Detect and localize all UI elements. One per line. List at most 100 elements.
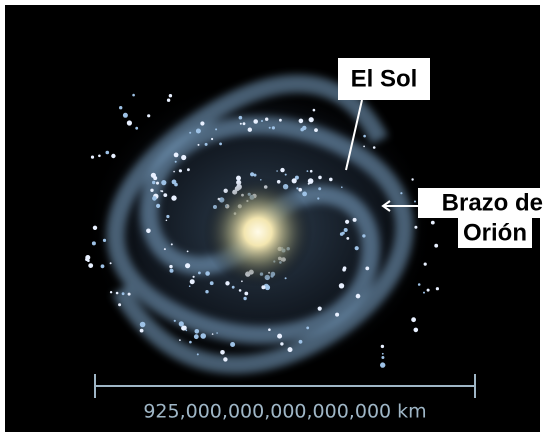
star [194,334,199,339]
star [339,283,344,288]
star [152,196,157,201]
page: {"labels": {"sun": "El Sol", "arm_line1"… [0,0,545,437]
star [225,281,229,285]
star [189,341,192,344]
star [232,286,235,289]
star [248,128,252,132]
star [362,234,365,237]
star [276,170,278,172]
star [381,356,384,359]
star [335,313,339,317]
star [205,290,208,293]
galaxy-core [203,177,313,287]
star [189,285,191,287]
galaxy-picture: El Sol Brazo de Orión 925,000,000,000,00… [0,0,545,437]
star [200,121,204,125]
star [424,263,427,266]
star [373,146,376,149]
star [382,353,384,355]
star [189,132,191,134]
star [220,350,225,355]
star [156,182,159,185]
star [187,168,190,171]
star [254,174,257,177]
star [277,334,282,339]
star [313,109,316,112]
star [288,347,293,352]
star [179,169,182,172]
star [307,170,309,172]
star [132,94,135,97]
star [152,181,155,184]
star [381,345,384,348]
star [302,192,307,197]
arm-label: Orión [463,219,527,246]
star [88,263,93,268]
star [156,204,160,208]
star [345,220,349,224]
star [210,281,214,285]
star [197,353,199,355]
star [342,232,345,235]
star [343,266,347,270]
star [195,329,200,334]
star [306,327,309,330]
arm-label: Brazo de [442,189,543,216]
star [380,362,385,367]
sun-label: El Sol [351,65,418,92]
star [318,187,321,190]
star [122,292,125,295]
star [119,106,122,109]
star [230,342,235,347]
star [423,292,425,294]
star [173,171,175,173]
star [243,297,246,300]
star [182,326,187,331]
star [299,119,304,124]
star [212,333,214,335]
scale-label: 925,000,000,000,000,000 km [143,401,426,423]
star [198,272,201,275]
star [116,292,119,295]
star [219,143,222,146]
star [434,244,438,248]
star [181,155,186,160]
star [190,279,195,284]
star [279,119,282,122]
star [118,303,121,306]
star [110,291,112,293]
star [302,126,306,130]
star [341,186,343,188]
star [411,317,416,322]
star [427,289,430,292]
star [353,218,357,222]
star [253,119,258,124]
star [280,342,283,345]
star [146,229,151,234]
star [317,197,319,199]
star [179,321,184,326]
star [166,220,168,222]
star [135,127,138,130]
star [101,264,105,268]
star [169,94,172,97]
star [400,192,402,194]
star [174,153,179,158]
star [365,267,369,271]
star [314,128,318,132]
star [261,120,263,122]
star [163,193,167,197]
star [355,246,359,250]
star [215,128,217,130]
star [363,146,365,148]
star [265,118,268,121]
star [363,135,366,138]
star [103,239,106,242]
star [285,174,287,176]
star [299,340,303,344]
star [172,180,177,185]
star [140,322,146,328]
star [329,178,333,182]
star [151,173,156,178]
star [211,138,213,140]
